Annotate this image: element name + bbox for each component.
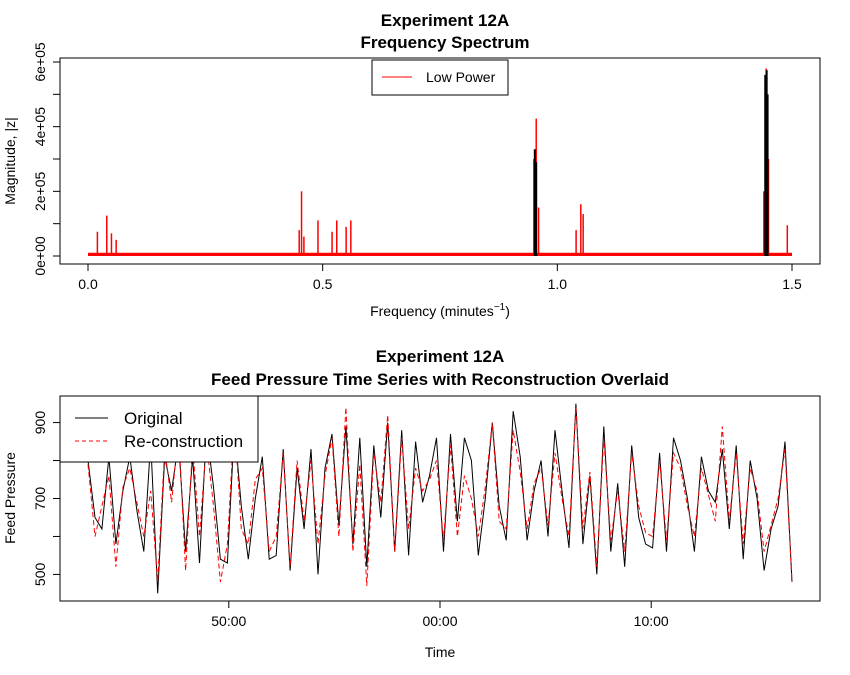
spectrum-plot-area — [88, 68, 792, 256]
spectrum-subtitle: Frequency Spectrum — [360, 33, 529, 52]
spectrum-x-axis: 0.0 0.5 1.0 1.5 — [78, 263, 802, 292]
spectrum-title: Experiment 12A — [381, 11, 510, 30]
timeseries-title: Experiment 12A — [376, 347, 505, 366]
spectrum-x-label: Frequency (minutes−1) — [370, 302, 510, 319]
spectrum-series-0 — [88, 68, 792, 256]
spectrum-noise-floor — [88, 252, 792, 256]
timeseries-legend: Original Re-construction — [59, 395, 259, 463]
spectrum-legend: Low Power — [371, 59, 509, 96]
timeseries-x-axis: 50:00 00:00 10:00 — [211, 601, 669, 629]
spectrum-x-tick-label: 1.5 — [782, 276, 802, 292]
spectrum-x-tick-label: 1.0 — [548, 276, 568, 292]
timeseries-chart: Experiment 12A Feed Pressure Time Series… — [2, 347, 821, 660]
legend-low-power-label: Low Power — [426, 69, 496, 85]
spectrum-y-tick-label: 0e+00 — [32, 236, 48, 276]
legend-original-label: Original — [124, 409, 183, 428]
spectrum-x-tick-label: 0.0 — [78, 276, 98, 292]
timeseries-legend-box — [59, 395, 259, 463]
timeseries-x-tick-label: 00:00 — [422, 613, 457, 629]
spectrum-x-label-suffix: ) — [505, 303, 510, 319]
spectrum-series-1 — [533, 70, 769, 256]
spectrum-y-tick-label: 2e+05 — [32, 171, 48, 211]
timeseries-x-tick-label: 10:00 — [634, 613, 669, 629]
timeseries-y-axis: 500 700 900 — [32, 411, 61, 587]
spectrum-x-tick-label: 0.5 — [313, 276, 333, 292]
legend-reconstruction-label: Re-construction — [124, 432, 243, 451]
spectrum-chart: Experiment 12A Frequency Spectrum 0.0 0.5… — [2, 11, 821, 319]
spectrum-y-tick-label: 4e+05 — [32, 107, 48, 147]
timeseries-y-tick-label: 700 — [32, 487, 48, 511]
spectrum-y-label: Magnitude, |z| — [2, 117, 18, 204]
timeseries-x-tick-label: 50:00 — [211, 613, 246, 629]
timeseries-y-tick-label: 500 — [32, 563, 48, 587]
spectrum-y-tick-label: 6e+05 — [32, 42, 48, 82]
timeseries-subtitle: Feed Pressure Time Series with Reconstru… — [211, 370, 669, 389]
timeseries-y-tick-label: 900 — [32, 411, 48, 435]
spectrum-y-axis: 0e+00 2e+05 4e+05 6e+05 — [32, 42, 61, 276]
spectrum-x-label-main: Frequency (minutes — [370, 303, 494, 319]
spectrum-x-label-superscript: −1 — [494, 302, 506, 313]
timeseries-x-label: Time — [425, 644, 456, 660]
timeseries-y-label: Feed Pressure — [2, 452, 18, 544]
timeseries-line-reconstruction — [87, 407, 793, 586]
